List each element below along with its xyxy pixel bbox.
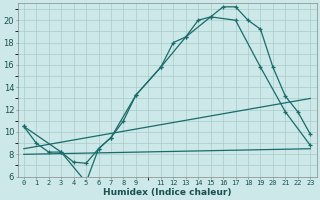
X-axis label: Humidex (Indice chaleur): Humidex (Indice chaleur) xyxy=(103,188,231,197)
